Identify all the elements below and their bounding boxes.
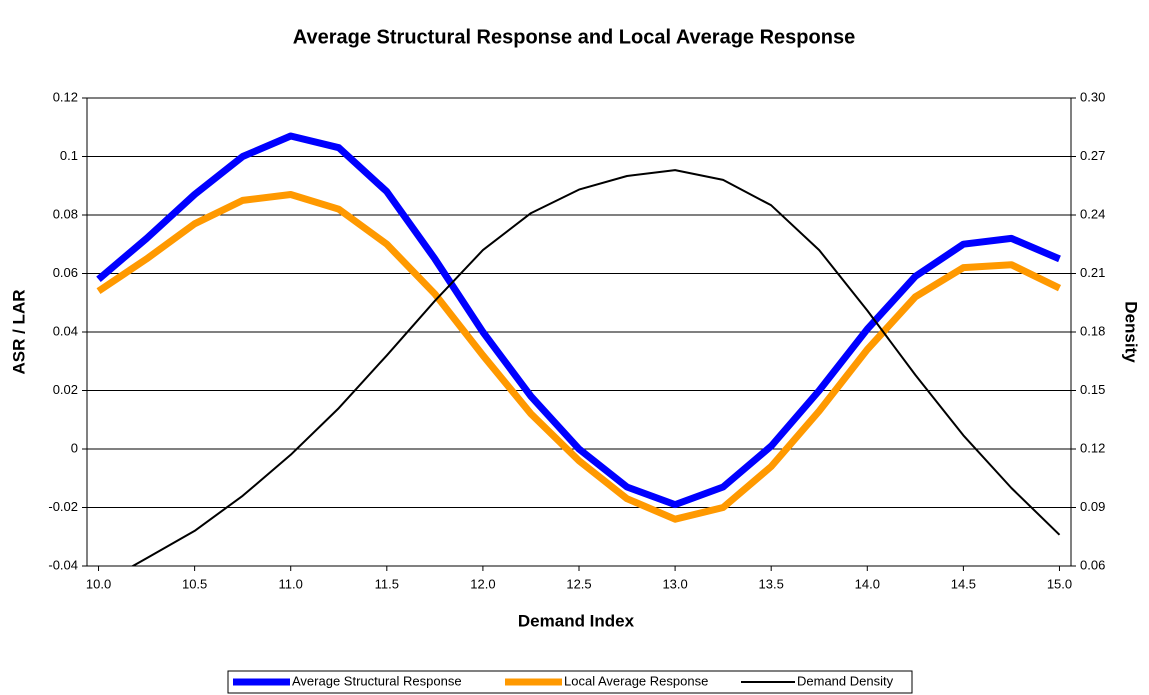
- legend-label: Local Average Response: [564, 673, 708, 688]
- y-tick-label: 0.08: [53, 206, 78, 221]
- x-tick-label: 12.0: [470, 576, 495, 591]
- legend-box: [227, 670, 913, 694]
- x-tick-label: 13.0: [662, 576, 687, 591]
- y-tick-label: 0.06: [53, 265, 78, 280]
- y2-tick-label: 0.21: [1080, 265, 1105, 280]
- series-line: [96, 191, 1062, 523]
- y2-tick-label: 0.27: [1080, 148, 1105, 163]
- x-tick-label: 11.0: [279, 576, 303, 591]
- y-tick-label: 0.12: [53, 89, 78, 104]
- y-tick-label: 0.02: [53, 382, 78, 397]
- y-tick-label: 0: [71, 440, 78, 455]
- x-tick-label: 10.5: [182, 576, 207, 591]
- x-tick-label: 15.0: [1047, 576, 1072, 591]
- y2-tick-label: 0.24: [1080, 206, 1105, 221]
- y2-tick-label: 0.09: [1080, 499, 1105, 514]
- x-tick-label: 11.5: [375, 576, 399, 591]
- series-line: [96, 132, 1061, 509]
- legend-label: Average Structural Response: [292, 673, 462, 688]
- y2-tick-label: 0.18: [1080, 323, 1105, 338]
- plot-lines: [96, 132, 1062, 566]
- y2-tick-label: 0.30: [1080, 89, 1105, 104]
- y2-tick-label: 0.06: [1080, 557, 1105, 572]
- x-axis-title: Demand Index: [518, 611, 635, 630]
- x-tick-label: 12.5: [566, 576, 591, 591]
- y-tick-label: -0.04: [48, 557, 78, 572]
- y-tick-label: -0.02: [48, 499, 78, 514]
- x-tick-label: 10.0: [86, 576, 111, 591]
- series-line: [130, 169, 1061, 566]
- y2-tick-label: 0.12: [1080, 440, 1105, 455]
- y2-axis-title: Density: [1122, 301, 1141, 363]
- x-tick-label: 14.0: [855, 576, 880, 591]
- y-tick-label: 0.1: [60, 148, 78, 163]
- x-tick-label: 13.5: [759, 576, 784, 591]
- y-tick-label: 0.04: [53, 323, 78, 338]
- plot-area-border: [86, 97, 1072, 567]
- chart-title: Average Structural Response and Local Av…: [293, 26, 855, 48]
- legend-label: Demand Density: [797, 673, 894, 688]
- y2-tick-label: 0.15: [1080, 382, 1105, 397]
- x-tick-label: 14.5: [951, 576, 976, 591]
- y-axis-title: ASR / LAR: [9, 290, 28, 375]
